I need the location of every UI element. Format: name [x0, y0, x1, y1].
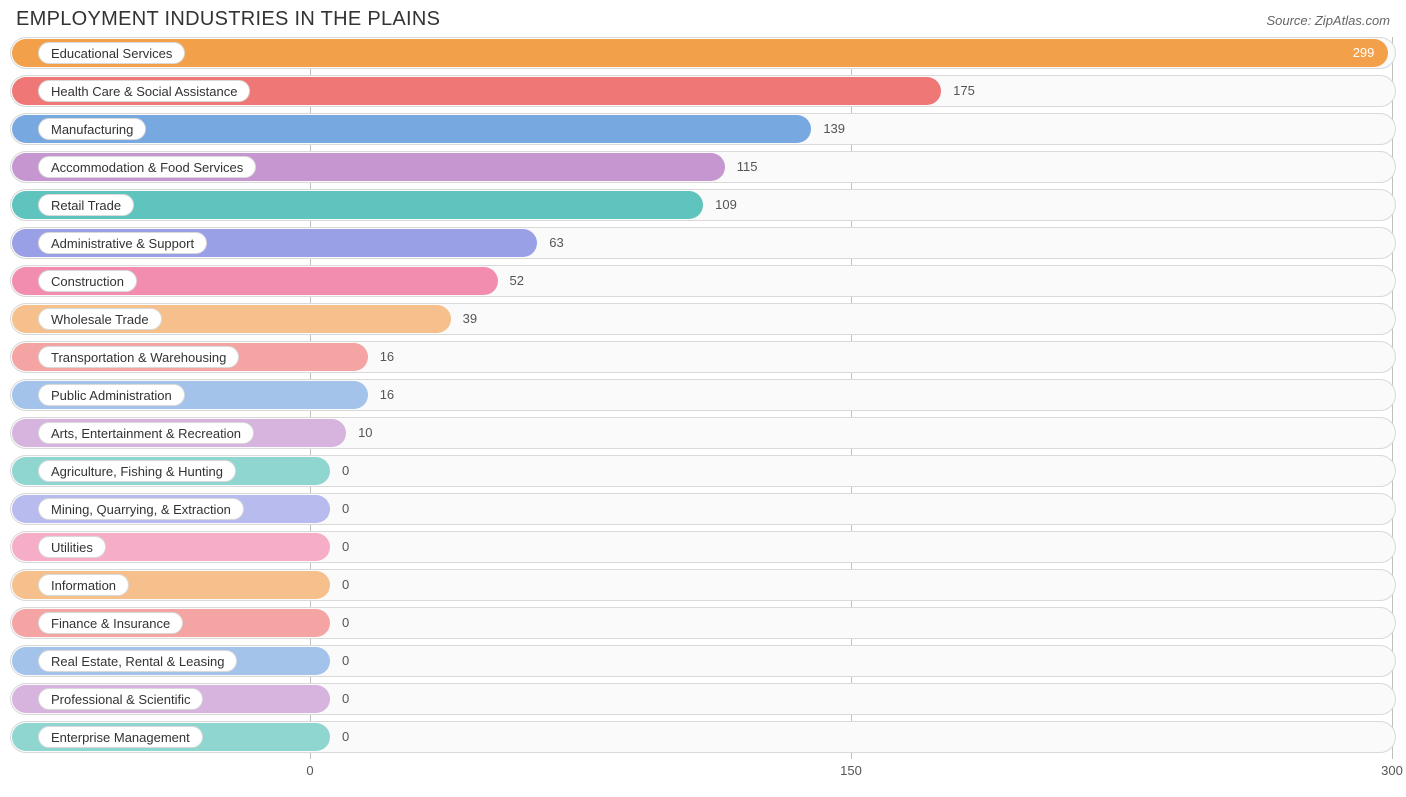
- bar-value: 0: [342, 607, 349, 639]
- bar-label: Utilities: [38, 536, 106, 558]
- bar-row: Arts, Entertainment & Recreation 10: [10, 417, 1396, 449]
- bar-value: 0: [342, 455, 349, 487]
- bar-row: Information 0: [10, 569, 1396, 601]
- bar-row: Enterprise Management 0: [10, 721, 1396, 753]
- bar-label: Wholesale Trade: [38, 308, 162, 330]
- bar-row: Professional & Scientific 0: [10, 683, 1396, 715]
- bar-label: Health Care & Social Assistance: [38, 80, 250, 102]
- bar-label: Educational Services: [38, 42, 185, 64]
- bar-value: 0: [342, 531, 349, 563]
- bar-label: Agriculture, Fishing & Hunting: [38, 460, 236, 482]
- bar-row: Accommodation & Food Services 115: [10, 151, 1396, 183]
- bar-row: Construction 52: [10, 265, 1396, 297]
- bar-value: 109: [715, 189, 737, 221]
- bar-value: 0: [342, 645, 349, 677]
- bar-label: Real Estate, Rental & Leasing: [38, 650, 237, 672]
- chart-source: Source: ZipAtlas.com: [1266, 13, 1390, 28]
- bar-value: 52: [510, 265, 524, 297]
- bar-row: Wholesale Trade 39: [10, 303, 1396, 335]
- bar-value: 115: [737, 151, 758, 183]
- bar-value: 175: [953, 75, 975, 107]
- bar-row: Finance & Insurance 0: [10, 607, 1396, 639]
- bar-value: 0: [342, 721, 349, 753]
- bar-label: Arts, Entertainment & Recreation: [38, 422, 254, 444]
- bar-row: Utilities 0: [10, 531, 1396, 563]
- bar-value: 0: [342, 493, 349, 525]
- bar-label: Retail Trade: [38, 194, 134, 216]
- bar-row: Health Care & Social Assistance 175: [10, 75, 1396, 107]
- bar-value: 16: [380, 379, 394, 411]
- bar-label: Administrative & Support: [38, 232, 207, 254]
- bar-label: Public Administration: [38, 384, 185, 406]
- chart-plot: Educational Services 299 Health Care & Soc…: [10, 37, 1396, 759]
- bar-label: Finance & Insurance: [38, 612, 183, 634]
- x-axis: 0150300: [10, 759, 1396, 787]
- bar-row: Educational Services 299: [10, 37, 1396, 69]
- bar-value: 0: [342, 683, 349, 715]
- bar-value: 10: [358, 417, 372, 449]
- bar-row: Mining, Quarrying, & Extraction 0: [10, 493, 1396, 525]
- bar-value: 0: [342, 569, 349, 601]
- chart-area: Educational Services 299 Health Care & Soc…: [10, 37, 1396, 787]
- bar-label: Enterprise Management: [38, 726, 203, 748]
- chart-title: EMPLOYMENT INDUSTRIES IN THE PLAINS: [16, 8, 440, 31]
- bar-row: Administrative & Support 63: [10, 227, 1396, 259]
- bar-value: 299: [1353, 37, 1375, 69]
- bar-value: 39: [463, 303, 477, 335]
- bar-row: Manufacturing 139: [10, 113, 1396, 145]
- bar-row: Agriculture, Fishing & Hunting 0: [10, 455, 1396, 487]
- bar-row: Real Estate, Rental & Leasing 0: [10, 645, 1396, 677]
- chart-header: EMPLOYMENT INDUSTRIES IN THE PLAINS Sour…: [10, 8, 1396, 37]
- bar-value: 16: [380, 341, 394, 373]
- bar-label: Information: [38, 574, 129, 596]
- bar-value: 139: [823, 113, 845, 145]
- bar-label: Accommodation & Food Services: [38, 156, 256, 178]
- bar-row: Retail Trade 109: [10, 189, 1396, 221]
- bar-label: Transportation & Warehousing: [38, 346, 239, 368]
- bar-fill: [12, 39, 1388, 67]
- bar-value: 63: [549, 227, 563, 259]
- bar-label: Manufacturing: [38, 118, 146, 140]
- bar-row: Transportation & Warehousing 16: [10, 341, 1396, 373]
- bar-label: Professional & Scientific: [38, 688, 203, 710]
- bar-label: Mining, Quarrying, & Extraction: [38, 498, 244, 520]
- bar-label: Construction: [38, 270, 137, 292]
- bar-row: Public Administration 16: [10, 379, 1396, 411]
